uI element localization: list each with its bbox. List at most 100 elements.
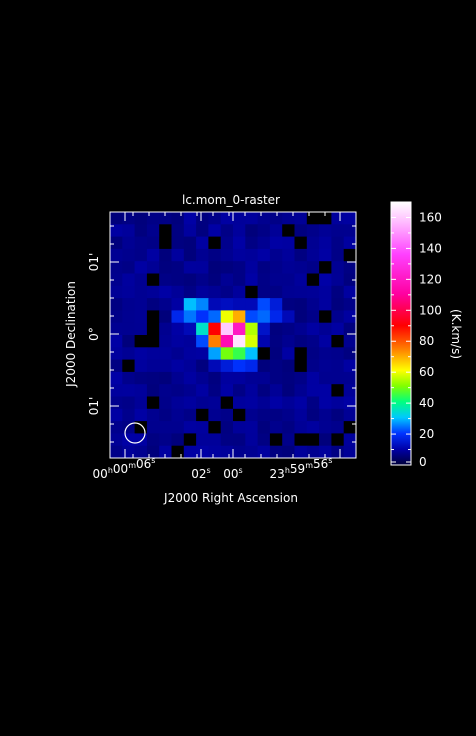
- colorbar-tick-label: 120: [419, 272, 442, 286]
- heatmap-cell: [306, 347, 320, 360]
- heatmap-cell: [208, 445, 222, 459]
- heatmap-cell: [331, 371, 345, 385]
- y-tick-label: 01': [87, 397, 101, 416]
- heatmap-cell: [159, 248, 172, 262]
- heatmap-cell: [245, 298, 258, 311]
- heatmap-cell: [294, 421, 308, 434]
- heatmap-cell: [220, 384, 234, 397]
- heatmap-cell: [306, 384, 320, 397]
- heatmap-cell: [171, 273, 185, 287]
- heatmap-cell: [306, 273, 320, 287]
- heatmap-cell: [146, 421, 160, 434]
- heatmap-cell: [233, 384, 246, 397]
- heatmap-cell: [294, 310, 308, 324]
- heatmap-cell: [306, 310, 320, 324]
- x-axis-label: J2000 Right Ascension: [163, 491, 298, 505]
- heatmap-cell: [146, 322, 160, 336]
- heatmap-cell: [146, 236, 160, 250]
- heatmap-cell: [159, 224, 172, 237]
- heatmap-cell: [171, 248, 185, 262]
- heatmap-cell: [196, 371, 209, 385]
- heatmap-cell: [306, 285, 320, 299]
- colorbar-tick-label: 40: [419, 396, 434, 410]
- heatmap-cell: [331, 359, 345, 373]
- heatmap-cell: [331, 285, 345, 299]
- heatmap-cell: [245, 285, 258, 299]
- heatmap-cell: [319, 347, 332, 360]
- heatmap-cell: [331, 236, 345, 250]
- heatmap-cell: [331, 224, 345, 237]
- heatmap-cell: [183, 261, 197, 274]
- heatmap-cell: [319, 273, 332, 287]
- heatmap-cell: [319, 298, 332, 311]
- heatmap-cell: [134, 248, 148, 262]
- heatmap-cell: [134, 322, 148, 336]
- heatmap-cell: [208, 359, 222, 373]
- heatmap-cell: [220, 248, 234, 262]
- heatmap-cell: [319, 310, 332, 324]
- heatmap-cell: [208, 396, 222, 410]
- heatmap-cell: [134, 408, 148, 422]
- heatmap-cell: [257, 322, 271, 336]
- heatmap-cell: [171, 408, 185, 422]
- heatmap-cell: [282, 421, 295, 434]
- heatmap-cell: [220, 396, 234, 410]
- heatmap-cell: [282, 347, 295, 360]
- heatmap-cell: [294, 384, 308, 397]
- heatmap-cell: [196, 347, 209, 360]
- heatmap-cell: [183, 421, 197, 434]
- heatmap-cell: [146, 273, 160, 287]
- heatmap-cell: [220, 310, 234, 324]
- heatmap-cell: [294, 433, 308, 447]
- heatmap-cell: [220, 359, 234, 373]
- heatmap-cell: [122, 433, 135, 447]
- heatmap-cell: [110, 322, 123, 336]
- heatmap-cell: [233, 347, 246, 360]
- heatmap-cell: [220, 322, 234, 336]
- heatmap-cell: [306, 408, 320, 422]
- heatmap-cell: [196, 421, 209, 434]
- heatmap-cell: [233, 433, 246, 447]
- chart-title: lc.mom_0-raster: [182, 193, 280, 207]
- heatmap-cell: [159, 261, 172, 274]
- heatmap-cell: [183, 433, 197, 447]
- heatmap-cell: [159, 359, 172, 373]
- heatmap-cell: [245, 396, 258, 410]
- heatmap-cell: [269, 236, 283, 250]
- heatmap-cell: [122, 298, 135, 311]
- heatmap-cell: [208, 421, 222, 434]
- heatmap-cell: [159, 347, 172, 360]
- heatmap-cell: [245, 335, 258, 348]
- heatmap-cell: [319, 285, 332, 299]
- heatmap-cell: [257, 298, 271, 311]
- heatmap-cell: [306, 433, 320, 447]
- heatmap-cell: [134, 212, 148, 225]
- colorbar-tick-label: 140: [419, 241, 442, 255]
- heatmap-cell: [269, 261, 283, 274]
- heatmap-cell: [171, 310, 185, 324]
- heatmap-cell: [122, 396, 135, 410]
- heatmap-cell: [233, 248, 246, 262]
- heatmap-cell: [110, 310, 123, 324]
- heatmap-cell: [306, 298, 320, 311]
- heatmap-cell: [208, 310, 222, 324]
- heatmap-cell: [331, 322, 345, 336]
- heatmap-cell: [282, 396, 295, 410]
- heatmap-cell: [343, 236, 357, 250]
- heatmap-cell: [196, 310, 209, 324]
- heatmap-cell: [319, 408, 332, 422]
- heatmap-cell: [183, 273, 197, 287]
- heatmap-cell: [245, 384, 258, 397]
- heatmap-cell: [159, 236, 172, 250]
- heatmap-cell: [171, 224, 185, 237]
- heatmap-cell: [134, 261, 148, 274]
- heatmap-cell: [282, 298, 295, 311]
- x-axis-ticks: 00h00m06s 02s 00s 23h59m56s: [93, 212, 341, 481]
- heatmap-cell: [146, 445, 160, 459]
- heatmap-cell: [319, 445, 332, 459]
- heatmap-cell: [208, 273, 222, 287]
- heatmap-cell: [269, 310, 283, 324]
- heatmap-cell: [183, 445, 197, 459]
- heatmap-cell: [245, 445, 258, 459]
- heatmap-cell: [171, 445, 185, 459]
